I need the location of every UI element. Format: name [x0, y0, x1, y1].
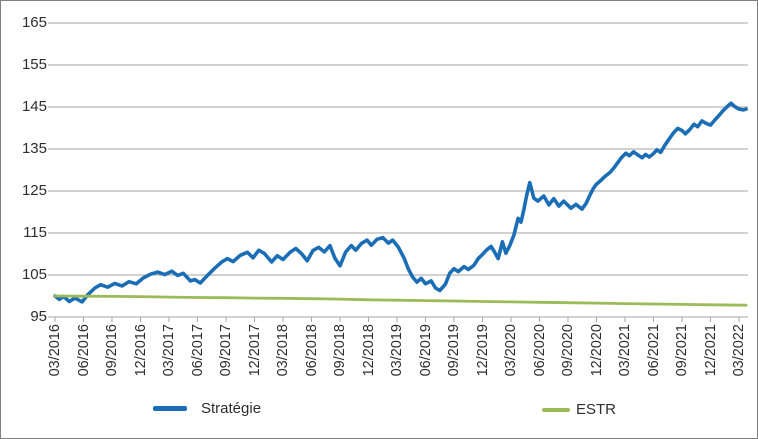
x-tick-label: 12/2020	[588, 324, 605, 377]
legend-swatch-strategie	[153, 406, 187, 411]
legend-item-strategie: Stratégie	[153, 400, 261, 417]
x-tick-label: 06/2019	[417, 324, 434, 377]
x-tick-label: 03/2018	[275, 324, 291, 377]
y-tick-label: 145	[21, 98, 47, 115]
x-tick-label: 12/2018	[360, 324, 377, 377]
x-tick-label: 12/2017	[246, 324, 263, 377]
x-tick-label: 03/2020	[503, 324, 519, 377]
x-tick-label: 06/2018	[303, 324, 320, 377]
x-tick-label: 09/2019	[446, 324, 462, 377]
x-tick-label: 06/2016	[75, 324, 92, 377]
y-tick-label: 105	[21, 266, 47, 283]
y-tick-label: 115	[23, 224, 47, 241]
x-tick-label: 09/2016	[104, 324, 120, 377]
x-tick-label: 03/2016	[47, 324, 63, 377]
legend-item-estr: ESTR	[542, 401, 616, 418]
x-tick-label: 09/2020	[560, 324, 576, 377]
x-tick-label: 09/2017	[218, 324, 234, 377]
x-tick-label: 09/2021	[674, 324, 690, 377]
x-tick-label: 03/2017	[161, 324, 177, 377]
x-tick-label: 06/2020	[531, 324, 548, 377]
x-tick-label: 09/2018	[332, 324, 348, 377]
series-line-estr	[53, 294, 748, 307]
y-tick-label: 155	[21, 56, 47, 73]
series-line-strategie	[53, 101, 748, 304]
x-tick-label: 12/2016	[132, 324, 149, 377]
legend-label-estr: ESTR	[576, 401, 617, 418]
x-tick-label: 06/2021	[645, 324, 662, 377]
x-tick-label: 12/2021	[702, 324, 719, 377]
y-tick-label: 95	[30, 308, 47, 325]
legend-label-strategie: Stratégie	[201, 400, 262, 417]
x-tick-label: 03/2021	[617, 324, 633, 377]
x-tick-label: 06/2017	[189, 324, 206, 377]
y-tick-label: 125	[21, 182, 47, 199]
y-tick-label: 135	[21, 140, 47, 157]
x-tick-label: 03/2022	[731, 324, 747, 377]
y-tick-label: 165	[21, 14, 47, 31]
x-tick-label: 03/2019	[389, 324, 405, 377]
x-tick-label: 12/2019	[474, 324, 491, 377]
legend-swatch-estr	[542, 407, 570, 412]
